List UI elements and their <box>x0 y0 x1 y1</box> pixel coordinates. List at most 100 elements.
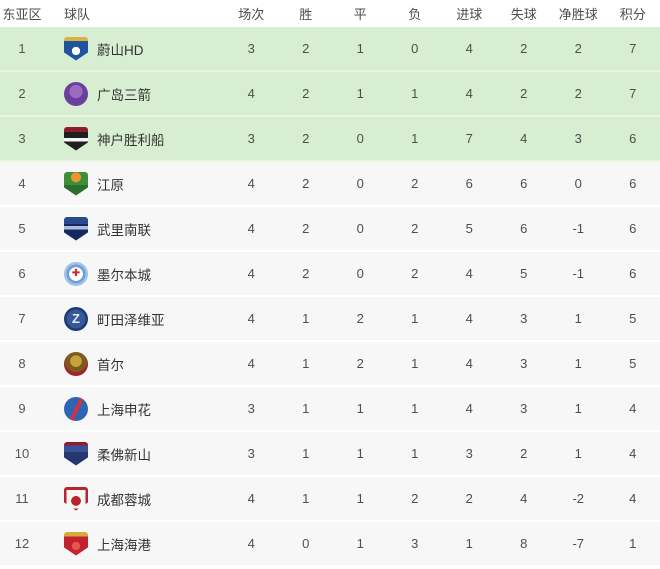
stat-ga: 3 <box>520 356 528 371</box>
stat-gd: 0 <box>574 176 582 191</box>
stat-played: 4 <box>247 311 255 326</box>
melbourne-city-crest-icon: ✚ <box>64 261 88 286</box>
table-row[interactable]: 3 神户胜利船 3 2 0 1 7 4 3 6 <box>0 117 660 162</box>
stat-gf: 4 <box>465 311 473 326</box>
machida-zelvia-crest-icon: Z <box>64 306 88 331</box>
stat-gf: 4 <box>465 356 473 371</box>
stat-played: 4 <box>247 176 255 191</box>
stat-gd: 1 <box>574 311 582 326</box>
stat-win: 2 <box>302 86 310 101</box>
stat-pts: 5 <box>629 311 637 326</box>
stat-ga: 2 <box>520 41 528 56</box>
stat-win: 1 <box>302 446 310 461</box>
stat-pts: 5 <box>629 356 637 371</box>
stat-draw: 1 <box>356 41 364 56</box>
table-row[interactable]: 7 Z 町田泽维亚 4 1 2 1 4 3 1 5 <box>0 297 660 342</box>
stat-pts: 6 <box>629 176 637 191</box>
stat-loss: 2 <box>411 491 419 506</box>
stat-win: 2 <box>302 131 310 146</box>
stat-gf: 5 <box>465 221 473 236</box>
team-rank: 4 <box>18 176 26 191</box>
team-name: 柔佛新山 <box>97 447 151 463</box>
stat-ga: 4 <box>520 131 528 146</box>
column-header-gf: 进球 <box>456 7 483 22</box>
column-header-team: 球队 <box>64 7 91 22</box>
stat-win: 1 <box>302 401 310 416</box>
stat-ga: 5 <box>520 266 528 281</box>
stat-loss: 1 <box>411 446 419 461</box>
stat-loss: 1 <box>411 131 419 146</box>
table-row[interactable]: 9 上海申花 3 1 1 1 4 3 1 4 <box>0 387 660 432</box>
team-cell: 柔佛新山 <box>44 441 224 466</box>
team-rank: 3 <box>18 131 26 146</box>
stat-loss: 2 <box>411 176 419 191</box>
stat-gd: 3 <box>574 131 582 146</box>
column-header-draw: 平 <box>353 7 367 22</box>
table-row[interactable]: 10 柔佛新山 3 1 1 1 3 2 1 4 <box>0 432 660 477</box>
stat-pts: 6 <box>629 131 637 146</box>
stat-gd: 1 <box>574 446 582 461</box>
stat-draw: 1 <box>356 86 364 101</box>
table-row[interactable]: 12 上海海港 4 0 1 3 1 8 -7 1 <box>0 522 660 567</box>
table-body: 1 蔚山HD 3 2 1 0 4 2 2 7 2 广岛三箭 4 2 1 1 4 2 2 7 3 神户胜利船 3 2 0 1 7 4 3 6… <box>0 27 660 567</box>
stat-played: 4 <box>247 491 255 506</box>
stat-draw: 1 <box>356 536 364 551</box>
stat-ga: 8 <box>520 536 528 551</box>
stat-gd: 2 <box>574 86 582 101</box>
team-rank: 7 <box>18 311 26 326</box>
stat-played: 4 <box>247 356 255 371</box>
team-cell: ✚ 墨尔本城 <box>44 261 224 286</box>
stat-draw: 0 <box>356 176 364 191</box>
stat-win: 2 <box>302 266 310 281</box>
sanfrecce-hiroshima-crest-icon <box>64 81 88 106</box>
team-rank: 6 <box>18 266 26 281</box>
stat-pts: 7 <box>629 86 637 101</box>
stat-played: 3 <box>247 41 255 56</box>
stat-ga: 4 <box>520 491 528 506</box>
team-cell: 上海申花 <box>44 396 224 421</box>
team-name: 墨尔本城 <box>97 267 151 283</box>
stat-played: 3 <box>247 446 255 461</box>
stat-pts: 4 <box>629 401 637 416</box>
team-name: 首尔 <box>97 357 124 373</box>
table-row[interactable]: 5 武里南联 4 2 0 2 5 6 -1 6 <box>0 207 660 252</box>
stat-ga: 6 <box>520 176 528 191</box>
stat-gf: 1 <box>465 536 473 551</box>
stat-ga: 2 <box>520 446 528 461</box>
chengdu-rongcheng-crest-icon <box>64 486 88 511</box>
stat-gd: 2 <box>574 41 582 56</box>
stat-draw: 0 <box>356 221 364 236</box>
table-row[interactable]: 2 广岛三箭 4 2 1 1 4 2 2 7 <box>0 72 660 117</box>
team-cell: 成都蓉城 <box>44 486 224 511</box>
table-header-row: 东亚区 球队 场次 胜 平 负 进球 失球 净胜球 积分 <box>0 0 660 27</box>
team-name: 上海申花 <box>97 402 151 418</box>
stat-played: 4 <box>247 86 255 101</box>
stat-gf: 4 <box>465 41 473 56</box>
team-cell: 首尔 <box>44 351 224 376</box>
stat-draw: 1 <box>356 446 364 461</box>
stat-gd: -7 <box>572 536 585 551</box>
team-rank: 1 <box>18 41 26 56</box>
team-rank: 10 <box>14 446 30 461</box>
team-rank: 2 <box>18 86 26 101</box>
team-cell: 神户胜利船 <box>44 126 224 151</box>
stat-draw: 1 <box>356 491 364 506</box>
stat-win: 1 <box>302 491 310 506</box>
ulsan-hd-crest-icon <box>64 36 88 61</box>
shanghai-port-crest-icon <box>64 531 88 556</box>
shanghai-shenhua-crest-icon <box>64 396 88 421</box>
stat-draw: 2 <box>356 311 364 326</box>
fc-seoul-crest-icon <box>64 351 88 376</box>
team-rank: 12 <box>14 536 30 551</box>
table-row[interactable]: 1 蔚山HD 3 2 1 0 4 2 2 7 <box>0 27 660 72</box>
team-rank: 9 <box>18 401 26 416</box>
stat-gd: -1 <box>572 221 585 236</box>
stat-gf: 4 <box>465 401 473 416</box>
stat-gf: 4 <box>465 266 473 281</box>
table-row[interactable]: 11 成都蓉城 4 1 1 2 2 4 -2 4 <box>0 477 660 522</box>
table-row[interactable]: 8 首尔 4 1 2 1 4 3 1 5 <box>0 342 660 387</box>
stat-win: 1 <box>302 311 310 326</box>
stat-ga: 3 <box>520 311 528 326</box>
table-row[interactable]: 6 ✚ 墨尔本城 4 2 0 2 4 5 -1 6 <box>0 252 660 297</box>
table-row[interactable]: 4 江原 4 2 0 2 6 6 0 6 <box>0 162 660 207</box>
